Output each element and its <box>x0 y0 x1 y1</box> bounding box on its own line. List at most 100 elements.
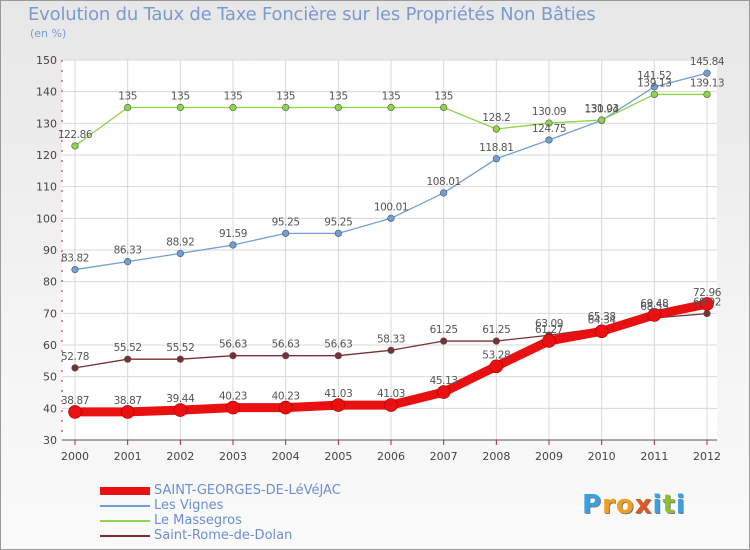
data-label: 88.92 <box>166 236 194 248</box>
y-tick-label: 80 <box>43 276 57 289</box>
data-label: 100.01 <box>374 201 408 213</box>
data-point <box>124 258 132 266</box>
data-point <box>545 119 553 127</box>
data-label: 135 <box>118 91 137 103</box>
data-label: 128.2 <box>482 112 510 124</box>
data-label: 40.23 <box>272 391 300 403</box>
data-label: 38.87 <box>61 395 89 407</box>
y-tick-label: 40 <box>43 402 57 415</box>
data-label: 64.34 <box>588 314 617 326</box>
data-label: 139.13 <box>690 77 724 89</box>
data-point <box>387 103 395 112</box>
logo-letter: P <box>582 490 603 520</box>
legend: SAINT-GEORGES-DE-LéVéJAC Les Vignes Le M… <box>100 483 400 544</box>
data-point <box>278 400 293 415</box>
data-label: 135 <box>171 91 190 103</box>
data-label: 69.92 <box>693 297 721 309</box>
data-label: 58.33 <box>377 333 405 345</box>
data-label: 122.86 <box>58 129 93 141</box>
data-label: 38.87 <box>114 395 142 407</box>
data-label: 61.25 <box>430 324 458 336</box>
y-tick-label: 130 <box>36 117 57 130</box>
data-label: 39.44 <box>166 393 195 405</box>
data-point <box>334 229 342 237</box>
y-tick-label: 30 <box>43 434 57 447</box>
data-point <box>594 324 609 339</box>
data-point <box>71 142 79 150</box>
data-label: 41.03 <box>377 388 405 400</box>
data-label: 91.59 <box>219 228 247 240</box>
legend-label: Le Massegros <box>154 513 242 528</box>
data-label: 56.63 <box>324 339 352 351</box>
chart-title: Evolution du Taux de Taxe Foncière sur l… <box>28 4 596 25</box>
data-point <box>229 103 237 112</box>
data-point <box>68 405 82 419</box>
x-tick-label: 2010 <box>588 450 616 463</box>
x-tick-label: 2004 <box>272 450 300 463</box>
data-label: 61.25 <box>482 324 510 336</box>
legend-item: SAINT-GEORGES-DE-LéVéJAC <box>100 483 400 499</box>
series-2 <box>71 90 711 150</box>
data-point <box>120 405 135 419</box>
data-label: 135 <box>276 91 295 103</box>
x-tick-label: 2005 <box>324 450 352 463</box>
data-point <box>489 359 504 374</box>
x-tick-label: 2001 <box>114 450 142 463</box>
data-label: 41.03 <box>324 388 352 400</box>
y-tick-label: 110 <box>36 181 57 194</box>
data-point <box>440 189 448 197</box>
data-label: 53.28 <box>482 349 510 361</box>
data-label: 86.33 <box>114 245 142 257</box>
legend-item: Le Massegros <box>100 513 400 529</box>
data-point <box>650 90 658 99</box>
data-label: 130.09 <box>532 106 566 118</box>
x-tick-label: 2009 <box>535 450 563 463</box>
x-tick-label: 2006 <box>377 450 405 463</box>
data-label: 130.94 <box>584 103 619 115</box>
data-label: 65.38 <box>588 311 616 323</box>
data-point <box>492 125 500 133</box>
data-point <box>703 309 711 318</box>
data-label: 135 <box>329 91 348 103</box>
data-label: 72.96 <box>693 287 722 299</box>
data-label: 56.63 <box>272 339 300 351</box>
data-label: 63.09 <box>535 318 563 330</box>
data-point <box>545 136 553 144</box>
data-point <box>124 355 132 363</box>
data-label: 124.75 <box>532 123 566 135</box>
data-point <box>71 364 79 372</box>
x-tick-label: 2008 <box>482 450 510 463</box>
x-tick-label: 2000 <box>61 450 89 463</box>
legend-swatch <box>100 487 150 495</box>
legend-item: Les Vignes <box>100 498 400 514</box>
data-label: 52.78 <box>61 351 89 363</box>
legend-item: Saint-Rome-de-Dolan <box>100 528 400 544</box>
data-label: 56.63 <box>219 339 247 351</box>
y-tick-label: 120 <box>36 149 57 162</box>
data-point <box>334 352 342 360</box>
data-label: 139.13 <box>637 77 671 89</box>
y-tick-label: 70 <box>43 307 57 320</box>
data-point <box>229 352 237 360</box>
data-label: 95.25 <box>272 216 300 228</box>
data-label: 61.27 <box>535 324 563 336</box>
legend-label: Saint-Rome-de-Dolan <box>154 528 293 543</box>
x-tick-label: 2011 <box>640 450 668 463</box>
data-point <box>700 297 714 311</box>
data-label: 131.03 <box>584 103 618 115</box>
data-point <box>647 308 662 322</box>
data-point <box>176 355 184 363</box>
data-label: 45.13 <box>430 375 458 387</box>
data-point <box>282 103 290 112</box>
data-point <box>176 249 184 258</box>
x-tick-label: 2007 <box>430 450 458 463</box>
data-label: 108.01 <box>426 176 460 188</box>
logo-letter: x <box>634 490 653 520</box>
legend-swatch <box>100 535 150 537</box>
data-label: 118.81 <box>479 142 513 154</box>
data-point <box>542 334 556 348</box>
y-tick-label: 90 <box>43 244 57 257</box>
data-point <box>282 352 290 360</box>
y-tick-label: 60 <box>43 339 57 352</box>
y-tick-label: 50 <box>43 371 57 384</box>
